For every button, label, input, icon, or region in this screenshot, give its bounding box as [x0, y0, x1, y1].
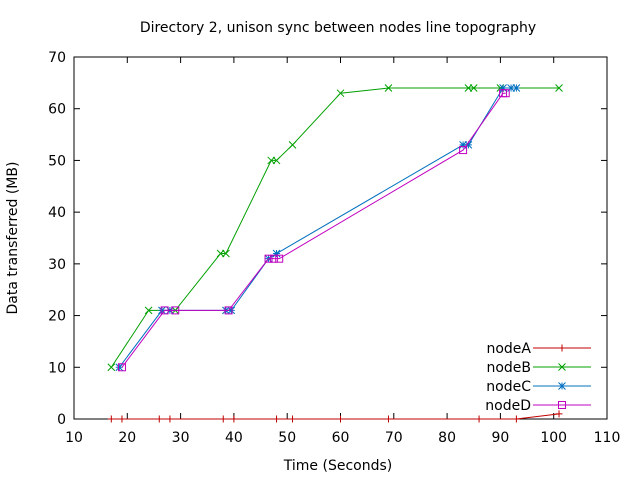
- legend-marker-nodeD: [558, 401, 566, 409]
- data-point-nodeC: [227, 306, 236, 315]
- chart-title: Directory 2, unison sync between nodes l…: [140, 20, 536, 36]
- data-point-nodeC: [507, 84, 515, 92]
- y-tick-label: 60: [48, 102, 66, 118]
- data-point-nodeD: [459, 146, 468, 155]
- data-point-nodeA: [289, 415, 297, 423]
- data-point-nodeA: [155, 415, 163, 423]
- x-tick-label: 50: [278, 430, 296, 446]
- legend-marker-nodeB: [558, 363, 566, 371]
- data-point-nodeD: [269, 254, 278, 263]
- series-line-nodeA: [111, 413, 560, 420]
- data-point-nodeA: [230, 415, 238, 423]
- data-point-nodeB: [288, 141, 297, 149]
- series-line-nodeD: [121, 92, 506, 368]
- x-tick-label: 10: [65, 430, 83, 446]
- x-tick-label: 70: [385, 430, 403, 446]
- data-point-nodeA: [118, 415, 126, 423]
- data-point-nodeB: [555, 84, 563, 92]
- x-axis-ticks: 10 20 30 40 50 60 70 80 90 100 110: [65, 57, 620, 446]
- data-point-nodeD: [275, 254, 284, 263]
- y-tick-label: 20: [48, 309, 66, 325]
- data-point-nodeC: [115, 363, 124, 372]
- y-axis-ticks: 0 10 20 30 40 50 60 70: [48, 50, 607, 428]
- legend-item-nodeA: nodeA: [486, 341, 591, 357]
- legend-marker-nodeC: [558, 382, 566, 390]
- series-layer: [107, 84, 563, 423]
- y-axis-label: Data transferred (MB): [5, 162, 21, 315]
- data-point-nodeC: [512, 84, 521, 92]
- legend-label: nodeB: [486, 360, 531, 376]
- legend-label: nodeA: [486, 341, 531, 357]
- x-axis-label: Time (Seconds): [283, 458, 392, 474]
- x-tick-label: 20: [118, 430, 136, 446]
- data-point-nodeA: [384, 415, 392, 423]
- x-tick-label: 100: [540, 430, 567, 446]
- series-line-nodeB: [110, 87, 560, 368]
- x-tick-label: 110: [594, 430, 621, 446]
- y-tick-label: 50: [48, 153, 66, 169]
- data-point-nodeA: [555, 410, 563, 418]
- y-tick-label: 0: [57, 412, 66, 428]
- data-point-nodeB: [384, 84, 393, 92]
- y-tick-label: 10: [48, 360, 66, 376]
- data-point-nodeC: [272, 249, 281, 258]
- y-tick-label: 30: [48, 257, 66, 273]
- series-nodeD: [117, 89, 510, 372]
- data-point-nodeD: [264, 254, 273, 263]
- data-point-nodeD: [171, 306, 180, 315]
- y-tick-label: 70: [48, 50, 66, 66]
- y-tick-label: 40: [48, 205, 66, 221]
- data-point-nodeC: [158, 306, 166, 315]
- legend-label: nodeC: [486, 379, 531, 395]
- data-point-nodeB: [107, 363, 116, 372]
- series-nodeA: [107, 410, 563, 423]
- legend: nodeA nodeB nodeC nodeD: [485, 341, 591, 414]
- data-point-nodeA: [166, 415, 174, 423]
- data-point-nodeB: [336, 89, 345, 98]
- data-point-nodeD: [501, 89, 510, 98]
- data-point-nodeD: [224, 306, 233, 315]
- data-point-nodeD: [160, 306, 169, 315]
- legend-item-nodeB: nodeB: [486, 360, 591, 376]
- data-point-nodeA: [512, 415, 520, 423]
- x-tick-label: 30: [172, 430, 190, 446]
- data-point-nodeD: [117, 363, 126, 372]
- series-nodeB: [107, 84, 563, 372]
- data-point-nodeA: [273, 415, 281, 423]
- x-tick-label: 90: [491, 430, 509, 446]
- x-tick-label: 80: [438, 430, 456, 446]
- data-point-nodeB: [144, 306, 153, 315]
- legend-item-nodeD: nodeD: [485, 398, 591, 414]
- legend-label: nodeD: [485, 398, 531, 414]
- legend-marker-nodeA: [558, 344, 566, 352]
- data-point-nodeA: [475, 415, 483, 423]
- data-point-nodeB: [222, 249, 230, 258]
- legend-item-nodeC: nodeC: [486, 379, 591, 395]
- data-point-nodeA: [337, 415, 344, 423]
- data-point-nodeA: [219, 415, 227, 423]
- data-point-nodeA: [107, 415, 115, 423]
- data-point-nodeC: [459, 141, 467, 149]
- data-point-nodeB: [272, 156, 281, 165]
- series-line-nodeC: [118, 87, 517, 368]
- series-nodeC: [115, 84, 521, 372]
- data-point-nodeC: [464, 141, 473, 149]
- data-point-nodeB: [469, 84, 478, 92]
- x-tick-label: 60: [332, 430, 350, 446]
- x-tick-label: 40: [225, 430, 243, 446]
- data-point-nodeC: [499, 84, 507, 92]
